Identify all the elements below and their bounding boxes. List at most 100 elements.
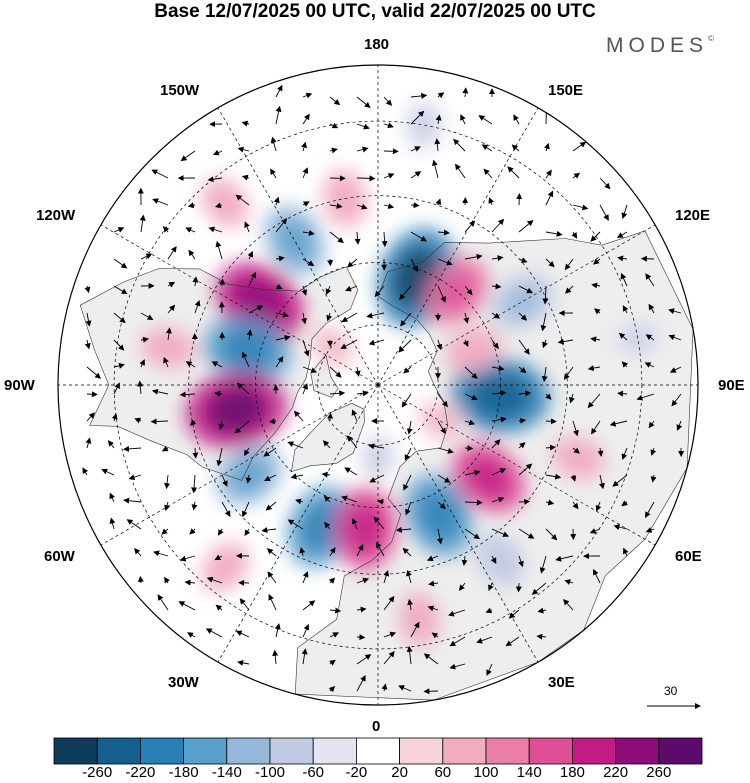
wind-vector <box>508 609 520 619</box>
wind-vector <box>290 473 304 480</box>
colorbar-bin <box>269 737 314 765</box>
wind-vector <box>542 339 548 349</box>
anomaly-core <box>276 219 314 263</box>
wind-vector <box>178 601 196 611</box>
wind-vector <box>483 168 493 179</box>
wind-vector <box>356 544 364 557</box>
wind-vector <box>241 120 250 127</box>
wind-vector <box>636 393 655 401</box>
wind-vector <box>403 474 412 491</box>
wind-vector <box>671 393 682 407</box>
wind-vector <box>437 92 445 99</box>
wind-vector <box>599 204 609 221</box>
wind-vector <box>194 299 201 314</box>
wind-vector <box>572 447 580 454</box>
wind-vector <box>239 598 250 611</box>
wind-vector <box>491 468 507 476</box>
wind-vector <box>572 172 581 179</box>
lon-label-150e: 150E <box>548 82 584 99</box>
wind-vector <box>248 271 256 287</box>
wind-vector <box>478 115 493 125</box>
wind-vector <box>645 501 655 518</box>
wind-vector <box>435 198 442 206</box>
wind-vector <box>328 577 336 584</box>
wind-vector <box>244 221 250 233</box>
wind-vector <box>137 575 144 584</box>
colorbar-bin <box>442 737 487 765</box>
wind-vector <box>275 311 289 318</box>
wind-vector <box>543 142 550 152</box>
anomaly-core <box>622 327 654 352</box>
wind-vector <box>368 339 385 346</box>
wind-vector <box>426 555 439 562</box>
wind-vector <box>609 420 628 427</box>
wind-vector <box>215 604 223 611</box>
wind-vector <box>212 149 223 156</box>
wind-vector <box>374 285 385 298</box>
colorbar-bin <box>355 737 400 765</box>
wind-vector <box>323 495 331 503</box>
colorbar-bin <box>399 737 444 765</box>
wind-vector <box>398 685 412 692</box>
lon-label-120w: 120W <box>36 207 76 224</box>
wind-vector <box>329 390 346 397</box>
wind-vector <box>302 623 310 638</box>
coastline <box>291 402 365 473</box>
wind-vector <box>572 420 579 437</box>
colorbar-bin <box>485 737 530 765</box>
wind-vector <box>275 356 284 368</box>
wind-vector <box>518 463 533 476</box>
wind-vector <box>287 441 304 449</box>
wind-vector <box>381 683 388 692</box>
wind-vector <box>383 570 390 584</box>
wind-vector <box>113 362 125 369</box>
wind-vector <box>621 361 628 368</box>
wind-vector <box>187 632 196 638</box>
wind-vector <box>437 229 450 236</box>
wind-vector <box>329 96 341 106</box>
wind-vector <box>164 576 170 584</box>
wind-vector <box>597 447 604 457</box>
wind-vector <box>192 447 199 459</box>
wind-vector <box>437 420 446 435</box>
wind-vector <box>463 312 470 324</box>
wind-vector <box>591 420 601 435</box>
wind-vector <box>302 600 316 611</box>
wind-vector <box>377 498 385 505</box>
lon-label-90e: 90E <box>718 377 745 394</box>
wind-vector <box>591 282 601 289</box>
colorbar-tick-label: -220 <box>125 764 156 781</box>
wind-vector <box>407 598 414 611</box>
wind-vector <box>545 258 555 268</box>
wind-vector <box>270 168 277 179</box>
wind-vector <box>406 645 413 665</box>
wind-vector <box>164 474 171 490</box>
wind-vector <box>151 388 169 395</box>
wind-vector <box>542 285 549 305</box>
wind-vector <box>645 334 655 341</box>
wind-vector <box>376 541 385 557</box>
lon-label-90w: 90W <box>4 377 35 394</box>
wind-vector <box>326 312 333 322</box>
wind-vector <box>235 194 250 206</box>
wind-vector <box>402 547 412 557</box>
wind-vector <box>458 582 466 591</box>
wind-vector <box>264 474 277 481</box>
wind-vector <box>431 632 439 639</box>
wind-vector <box>329 546 336 557</box>
wind-vector <box>404 447 412 461</box>
coastline-layer <box>79 230 694 701</box>
meridian-line <box>377 107 539 386</box>
map-boundary <box>57 64 699 706</box>
colorbar-tick-label: -260 <box>82 764 113 781</box>
wind-vector <box>555 555 574 562</box>
wind-vector <box>587 393 601 409</box>
wind-vector <box>211 361 223 368</box>
wind-vector <box>590 231 601 242</box>
wind-vector <box>676 420 683 431</box>
wind-vector <box>267 571 277 584</box>
wind-vector <box>518 257 528 263</box>
wind-vector <box>221 474 228 487</box>
colorbar-bin <box>615 737 660 765</box>
wind-vector <box>243 447 250 457</box>
